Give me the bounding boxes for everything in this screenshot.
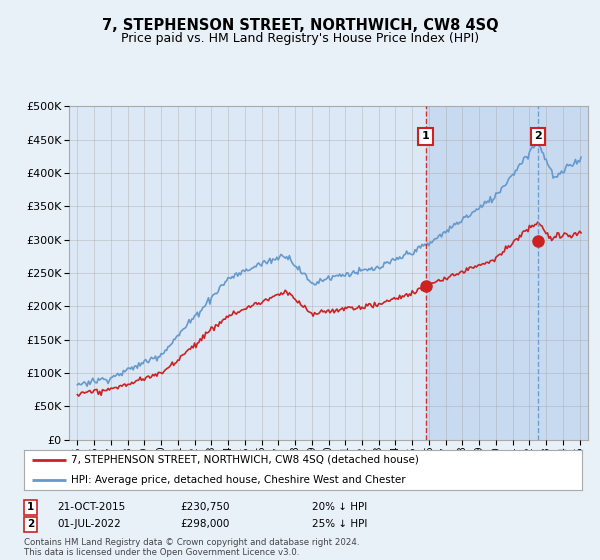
Text: £298,000: £298,000 — [180, 519, 229, 529]
Text: 1: 1 — [422, 132, 430, 141]
Text: 2: 2 — [534, 132, 542, 141]
Text: 2: 2 — [27, 519, 34, 529]
Text: 25% ↓ HPI: 25% ↓ HPI — [312, 519, 367, 529]
Text: HPI: Average price, detached house, Cheshire West and Chester: HPI: Average price, detached house, Ches… — [71, 475, 406, 485]
Text: Contains HM Land Registry data © Crown copyright and database right 2024.
This d: Contains HM Land Registry data © Crown c… — [24, 538, 359, 557]
Text: 7, STEPHENSON STREET, NORTHWICH, CW8 4SQ: 7, STEPHENSON STREET, NORTHWICH, CW8 4SQ — [101, 18, 499, 33]
Bar — [425, 106, 588, 440]
Text: Price paid vs. HM Land Registry's House Price Index (HPI): Price paid vs. HM Land Registry's House … — [121, 32, 479, 45]
Text: 21-OCT-2015: 21-OCT-2015 — [57, 502, 125, 512]
Text: £230,750: £230,750 — [180, 502, 229, 512]
Text: 1: 1 — [27, 502, 34, 512]
Text: 7, STEPHENSON STREET, NORTHWICH, CW8 4SQ (detached house): 7, STEPHENSON STREET, NORTHWICH, CW8 4SQ… — [71, 455, 419, 465]
Text: 01-JUL-2022: 01-JUL-2022 — [57, 519, 121, 529]
Text: 20% ↓ HPI: 20% ↓ HPI — [312, 502, 367, 512]
